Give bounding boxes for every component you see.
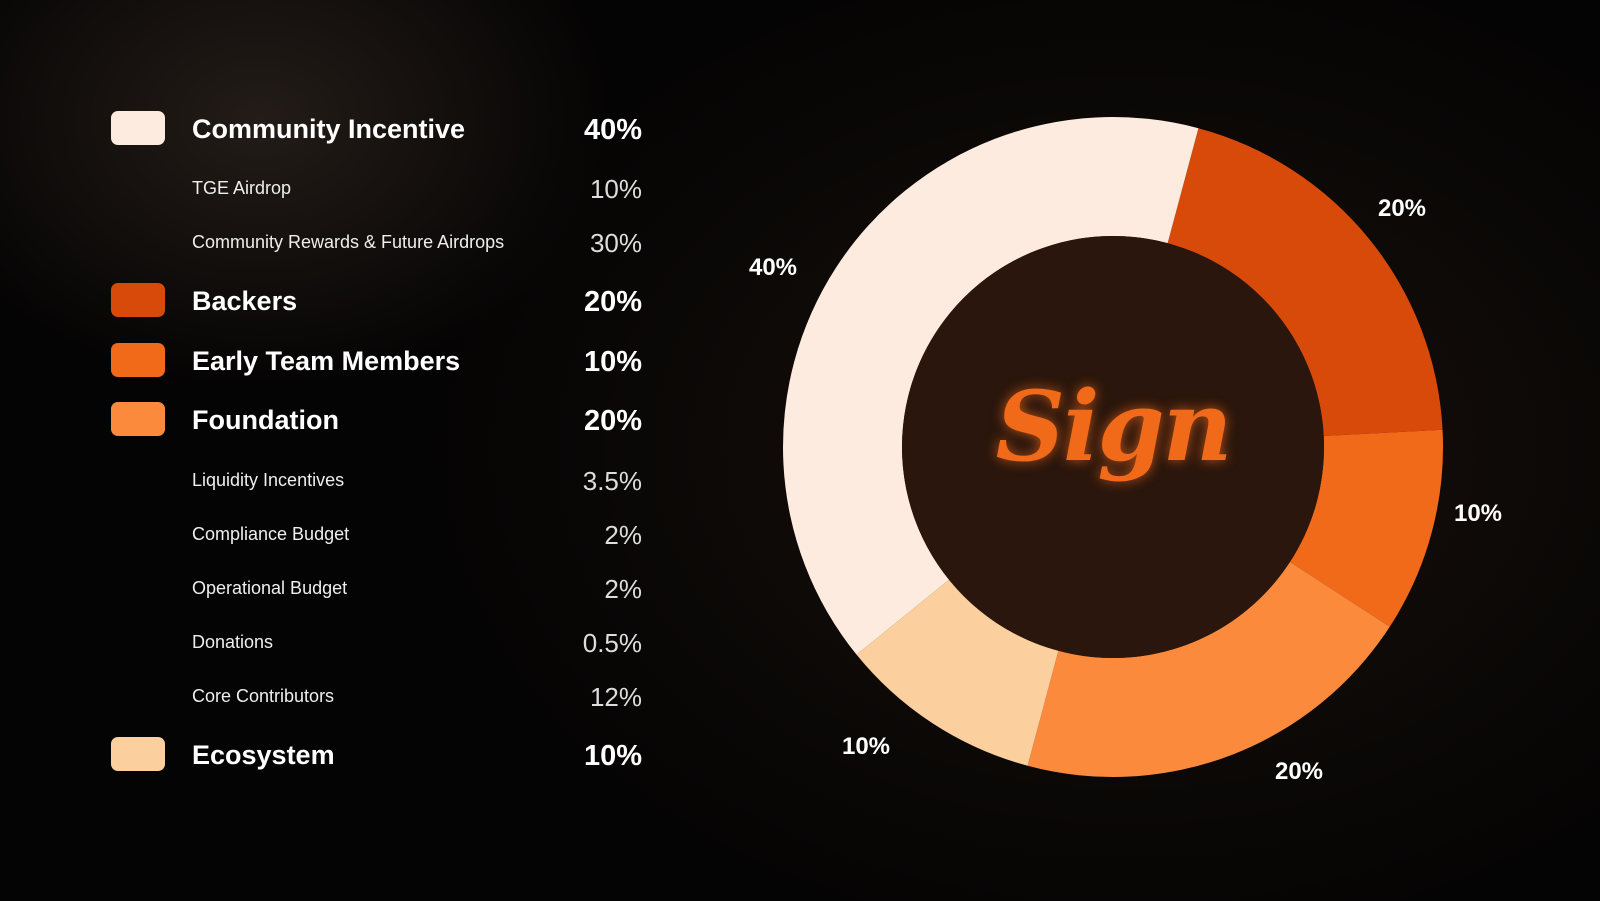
legend-value: 30% bbox=[589, 228, 642, 258]
slice-data-label: 40% bbox=[749, 254, 797, 281]
legend-swatch bbox=[111, 111, 165, 145]
legend-swatch bbox=[111, 737, 165, 771]
legend-item: Liquidity Incentives 3.5% bbox=[110, 460, 642, 500]
legend-value: 2% bbox=[604, 574, 642, 604]
donut-slice-backers bbox=[1167, 128, 1443, 436]
legend-label: Community Rewards & Future Airdrops bbox=[192, 232, 505, 252]
legend-swatch bbox=[111, 343, 165, 377]
donut-slice-early-team-members bbox=[1289, 429, 1443, 627]
legend-item: Community Rewards & Future Airdrops 30% bbox=[110, 222, 642, 262]
legend-value: 2% bbox=[604, 520, 642, 550]
legend-value: 40% bbox=[583, 114, 642, 146]
legend-item: Operational Budget 2% bbox=[110, 568, 642, 608]
slice-data-label: 10% bbox=[842, 733, 890, 760]
legend-label: Backers bbox=[192, 286, 298, 316]
legend-swatch bbox=[111, 402, 165, 436]
legend-item: Core Contributors 12% bbox=[110, 676, 642, 716]
legend-value: 10% bbox=[589, 174, 642, 204]
legend-item: Backers 20% bbox=[110, 281, 642, 321]
legend-label: Donations bbox=[192, 632, 274, 652]
legend-value: 20% bbox=[583, 286, 642, 318]
sign-logo: Sign bbox=[995, 370, 1233, 483]
legend-value: 12% bbox=[589, 682, 642, 712]
legend-item: Donations 0.5% bbox=[110, 622, 642, 662]
legend-swatch bbox=[111, 283, 165, 317]
legend-value: 0.5% bbox=[582, 628, 642, 658]
legend-label: Liquidity Incentives bbox=[192, 470, 345, 490]
legend-item: Early Team Members 10% bbox=[110, 341, 642, 381]
legend-value: 3.5% bbox=[582, 466, 642, 496]
legend-label: Compliance Budget bbox=[192, 524, 350, 544]
legend-value: 10% bbox=[583, 346, 642, 378]
legend-item: Community Incentive 40% bbox=[110, 109, 642, 149]
slice-data-label: 10% bbox=[1454, 500, 1502, 527]
slice-data-label: 20% bbox=[1378, 195, 1426, 222]
donut-slice-foundation bbox=[1027, 561, 1390, 777]
legend-label: Ecosystem bbox=[192, 740, 335, 770]
legend-value: 20% bbox=[583, 405, 642, 437]
legend-item: Compliance Budget 2% bbox=[110, 514, 642, 554]
legend-item: TGE Airdrop 10% bbox=[110, 168, 642, 208]
slice-data-label: 20% bbox=[1275, 758, 1323, 785]
legend-label: Early Team Members bbox=[192, 346, 461, 376]
legend-label: Foundation bbox=[192, 405, 339, 435]
donut-center bbox=[902, 236, 1324, 658]
donut-slice-ecosystem bbox=[856, 579, 1059, 766]
legend-value: 10% bbox=[583, 740, 642, 772]
legend-label: Community Incentive bbox=[192, 114, 466, 144]
legend-label: Operational Budget bbox=[192, 578, 348, 598]
legend-label: TGE Airdrop bbox=[192, 178, 292, 198]
legend-item: Foundation 20% bbox=[110, 400, 642, 440]
donut-slice-community-incentive bbox=[782, 116, 1199, 655]
legend-label: Core Contributors bbox=[192, 686, 335, 706]
legend-item: Ecosystem 10% bbox=[110, 735, 642, 775]
